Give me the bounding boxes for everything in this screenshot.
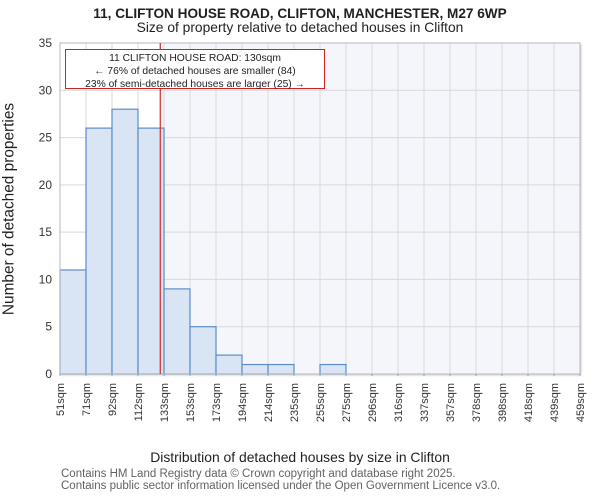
svg-text:92sqm: 92sqm [107, 383, 119, 416]
svg-text:378sqm: 378sqm [471, 383, 483, 422]
svg-text:214sqm: 214sqm [263, 383, 275, 422]
svg-text:296sqm: 296sqm [367, 383, 379, 422]
svg-text:51sqm: 51sqm [55, 383, 67, 416]
svg-text:194sqm: 194sqm [237, 383, 249, 422]
svg-text:10: 10 [39, 272, 53, 286]
svg-text:235sqm: 235sqm [289, 383, 301, 422]
svg-text:255sqm: 255sqm [315, 383, 327, 422]
svg-text:418sqm: 418sqm [523, 383, 535, 422]
svg-text:71sqm: 71sqm [81, 383, 93, 416]
svg-text:459sqm: 459sqm [575, 383, 587, 422]
svg-text:133sqm: 133sqm [159, 383, 171, 422]
svg-text:25: 25 [39, 131, 53, 145]
svg-text:173sqm: 173sqm [211, 383, 223, 422]
svg-text:275sqm: 275sqm [341, 383, 353, 422]
svg-text:35: 35 [39, 36, 53, 50]
svg-text:5: 5 [45, 320, 52, 334]
svg-text:439sqm: 439sqm [549, 383, 561, 422]
svg-text:337sqm: 337sqm [419, 383, 431, 422]
svg-text:112sqm: 112sqm [133, 383, 145, 421]
svg-text:398sqm: 398sqm [497, 383, 509, 422]
svg-text:357sqm: 357sqm [445, 383, 457, 422]
svg-text:153sqm: 153sqm [185, 383, 197, 422]
svg-text:0: 0 [45, 367, 52, 381]
svg-text:30: 30 [39, 83, 53, 97]
svg-text:15: 15 [39, 225, 53, 239]
svg-text:20: 20 [39, 178, 53, 192]
svg-text:316sqm: 316sqm [393, 383, 405, 422]
